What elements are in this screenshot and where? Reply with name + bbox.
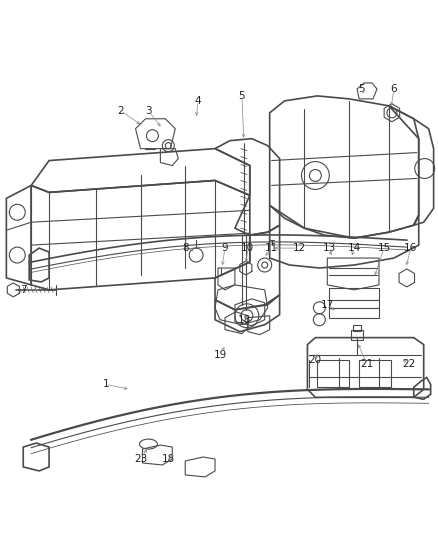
Text: 16: 16 — [404, 243, 417, 253]
Bar — [351, 330, 363, 340]
Text: 6: 6 — [391, 84, 397, 94]
Text: 21: 21 — [360, 359, 374, 369]
Bar — [318, 360, 349, 387]
Text: 15: 15 — [377, 243, 391, 253]
Text: 5: 5 — [239, 91, 245, 101]
Text: 13: 13 — [323, 243, 336, 253]
Text: 14: 14 — [347, 243, 361, 253]
Text: 23: 23 — [134, 454, 147, 464]
Text: 17: 17 — [321, 300, 334, 310]
Text: 19: 19 — [213, 350, 226, 360]
Text: 9: 9 — [222, 243, 228, 253]
Text: 10: 10 — [241, 243, 254, 253]
Text: 8: 8 — [182, 243, 188, 253]
Text: 20: 20 — [308, 354, 321, 365]
Text: 7: 7 — [20, 285, 27, 295]
Text: 4: 4 — [195, 96, 201, 106]
Bar — [353, 325, 361, 330]
Text: 18: 18 — [238, 314, 251, 325]
Text: 12: 12 — [293, 243, 306, 253]
Text: 3: 3 — [145, 106, 152, 116]
Text: 1: 1 — [102, 379, 109, 390]
Bar — [359, 360, 391, 387]
Text: 11: 11 — [265, 243, 278, 253]
Text: 22: 22 — [402, 359, 415, 369]
Text: 18: 18 — [162, 454, 175, 464]
Text: 2: 2 — [117, 106, 124, 116]
Text: 5: 5 — [358, 84, 364, 94]
